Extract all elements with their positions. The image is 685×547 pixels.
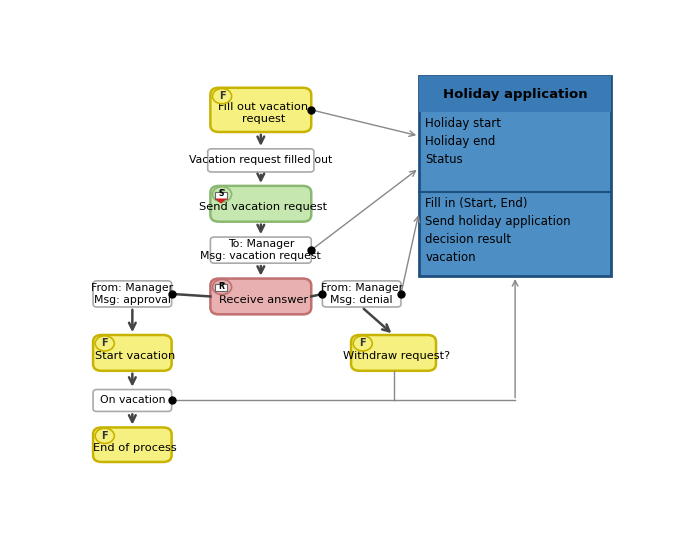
FancyBboxPatch shape xyxy=(323,281,401,307)
Circle shape xyxy=(95,428,114,444)
FancyBboxPatch shape xyxy=(208,149,314,172)
Text: Vacation request filled out: Vacation request filled out xyxy=(189,155,332,165)
Text: F: F xyxy=(101,339,108,348)
Text: F: F xyxy=(219,91,225,101)
Text: From: Manager
Msg: denial: From: Manager Msg: denial xyxy=(321,283,403,305)
Text: S: S xyxy=(219,189,225,199)
Text: From: Manager
Msg: approval: From: Manager Msg: approval xyxy=(91,283,173,305)
Text: Holiday application: Holiday application xyxy=(443,88,588,101)
FancyBboxPatch shape xyxy=(210,88,311,132)
FancyBboxPatch shape xyxy=(210,278,311,315)
FancyBboxPatch shape xyxy=(210,237,311,263)
Circle shape xyxy=(353,336,372,351)
Text: Fill in (Start, End)
Send holiday application
decision result
vacation: Fill in (Start, End) Send holiday applic… xyxy=(425,197,571,264)
Text: R: R xyxy=(218,282,224,291)
FancyBboxPatch shape xyxy=(93,281,172,307)
Text: Receive answer: Receive answer xyxy=(219,295,308,305)
Text: End of process: End of process xyxy=(93,443,177,453)
FancyBboxPatch shape xyxy=(214,284,227,291)
FancyBboxPatch shape xyxy=(351,335,436,371)
Text: Start vacation: Start vacation xyxy=(95,351,175,361)
Text: Withdraw request?: Withdraw request? xyxy=(342,351,450,361)
Circle shape xyxy=(212,89,232,104)
Polygon shape xyxy=(214,199,227,203)
Text: R: R xyxy=(219,282,226,292)
Text: Send vacation request: Send vacation request xyxy=(199,202,327,212)
FancyBboxPatch shape xyxy=(419,76,611,112)
Circle shape xyxy=(212,280,232,294)
Circle shape xyxy=(95,336,114,351)
FancyBboxPatch shape xyxy=(214,192,227,199)
FancyBboxPatch shape xyxy=(93,427,172,462)
Text: S: S xyxy=(219,189,224,199)
FancyBboxPatch shape xyxy=(93,389,172,411)
FancyBboxPatch shape xyxy=(210,186,311,222)
FancyBboxPatch shape xyxy=(419,76,611,276)
Text: F: F xyxy=(101,431,108,441)
Text: F: F xyxy=(360,339,366,348)
Text: Fill out vacation
request: Fill out vacation request xyxy=(219,102,308,124)
Text: Holiday start
Holiday end
Status: Holiday start Holiday end Status xyxy=(425,117,501,166)
Text: To: Manager
Msg: vacation request: To: Manager Msg: vacation request xyxy=(201,240,321,261)
FancyBboxPatch shape xyxy=(93,335,172,371)
Circle shape xyxy=(212,187,232,202)
Text: On vacation: On vacation xyxy=(99,395,165,405)
